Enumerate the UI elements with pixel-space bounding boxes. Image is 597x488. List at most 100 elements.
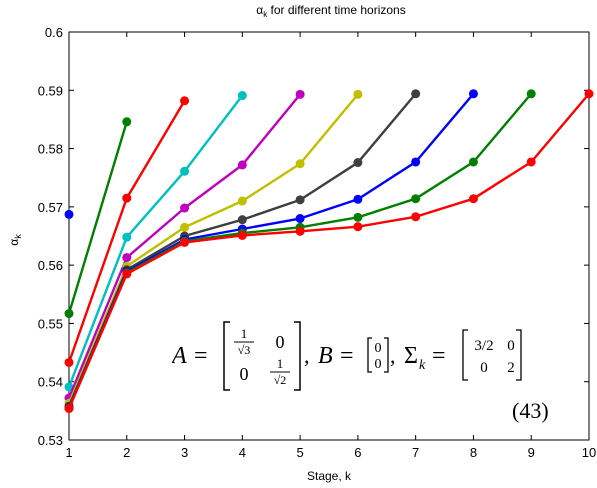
series-1 [64, 209, 74, 219]
data-point [295, 226, 305, 236]
data-point [584, 89, 594, 99]
y-axis-label: αk [7, 234, 23, 246]
data-point [64, 382, 74, 392]
data-point [295, 89, 305, 99]
data-point [353, 194, 363, 204]
formula-Sigma-sub: k [419, 358, 426, 373]
formula-S-r2c1: 0 [480, 360, 488, 376]
formula-B-r2: 0 [375, 357, 382, 372]
data-point [353, 212, 363, 222]
data-point [122, 193, 132, 203]
y-tick-label: 0.56 [38, 258, 63, 273]
formula-A-bracket-left [223, 321, 230, 391]
formula-B-r1: 0 [375, 341, 382, 356]
y-tick-label: 0.54 [38, 375, 63, 390]
formula-sep-1: , [304, 343, 310, 368]
formula-B-bracket-right [384, 337, 389, 373]
formula-A-r2c2-den: √2 [274, 373, 287, 387]
y-tick-label: 0.53 [38, 433, 63, 448]
data-point [237, 196, 247, 206]
formula-A-r1c2: 0 [276, 332, 285, 352]
data-point [353, 89, 363, 99]
formula-sep-2: , [390, 343, 396, 368]
formula-S-r2c2: 2 [507, 360, 515, 376]
formula-B-bracket-left [367, 337, 372, 373]
y-tick-label: 0.58 [38, 142, 63, 157]
y-tick-label: 0.6 [45, 25, 63, 40]
data-point [411, 212, 421, 222]
data-point [180, 96, 190, 106]
formula-S-r1c1: 3/2 [474, 338, 493, 354]
data-point [526, 89, 536, 99]
formula-equals-2: = [340, 343, 354, 369]
x-tick-label: 5 [296, 445, 303, 460]
x-tick-label: 9 [528, 445, 535, 460]
data-point [122, 117, 132, 127]
formula-A-r1c1-num: 1 [241, 326, 248, 341]
data-point [468, 89, 478, 99]
y-axis: 0.53 0.54 0.55 0.56 0.57 0.58 0.59 0.6 [38, 25, 589, 448]
data-point [411, 89, 421, 99]
series-line [67, 93, 590, 409]
x-tick-label: 2 [123, 445, 130, 460]
formula-A-bracket-right [294, 321, 301, 391]
data-point [353, 222, 363, 232]
plot-frame [68, 31, 590, 441]
formula-A-r2c2-num: 1 [277, 356, 284, 371]
data-point [411, 157, 421, 167]
data-point [64, 357, 74, 367]
formula-S-bracket-right [516, 329, 522, 381]
data-point [526, 157, 536, 167]
y-tick-label: 0.57 [38, 200, 63, 215]
chart-title: αk for different time horizons [256, 3, 405, 19]
data-point [353, 158, 363, 168]
data-point [122, 269, 132, 279]
series-line [67, 93, 359, 404]
formula-annotation: A = 1 √3 0 0 1 √2 , B = 0 0 , Σ k = 3/2 … [170, 316, 592, 402]
y-tick-label: 0.59 [38, 83, 63, 98]
formula-A-r1c1-den: √3 [238, 343, 251, 357]
x-tick-label: 1 [65, 445, 72, 460]
series-layer [64, 89, 594, 414]
data-point [237, 230, 247, 240]
data-point [122, 253, 132, 263]
series-line [67, 94, 244, 388]
series-6 [64, 89, 363, 408]
data-point [295, 214, 305, 224]
data-point [295, 159, 305, 169]
formula-S-bracket-left [462, 329, 468, 381]
data-point [180, 222, 190, 232]
data-point [237, 215, 247, 225]
equation-number: (43) [512, 398, 549, 423]
data-point [468, 157, 478, 167]
series-4 [64, 91, 247, 392]
formula-S-r1c2: 0 [507, 338, 515, 354]
data-point [180, 203, 190, 213]
data-point [180, 166, 190, 176]
data-point [237, 160, 247, 170]
data-point [122, 232, 132, 242]
x-axis-label: Stage, k [307, 469, 352, 483]
x-tick-label: 7 [412, 445, 419, 460]
x-axis: 1 2 3 4 5 6 7 8 9 10 [65, 32, 596, 460]
series-line [67, 100, 186, 363]
x-tick-label: 8 [470, 445, 477, 460]
data-point [295, 195, 305, 205]
data-point [468, 194, 478, 204]
series-line [67, 121, 128, 314]
y-tick-label: 0.55 [38, 316, 63, 331]
series-10 [64, 89, 594, 414]
formula-Sigma-label: Σ [404, 343, 418, 369]
data-point [64, 309, 74, 319]
data-point [180, 237, 190, 247]
formula-B-label: B [318, 343, 333, 369]
x-tick-label: 6 [354, 445, 361, 460]
x-tick-label: 10 [582, 445, 596, 460]
data-point [64, 209, 74, 219]
formula-A-label: A [172, 343, 187, 369]
x-tick-label: 4 [239, 445, 246, 460]
data-point [411, 194, 421, 204]
data-point [64, 404, 74, 414]
x-tick-label: 3 [181, 445, 188, 460]
